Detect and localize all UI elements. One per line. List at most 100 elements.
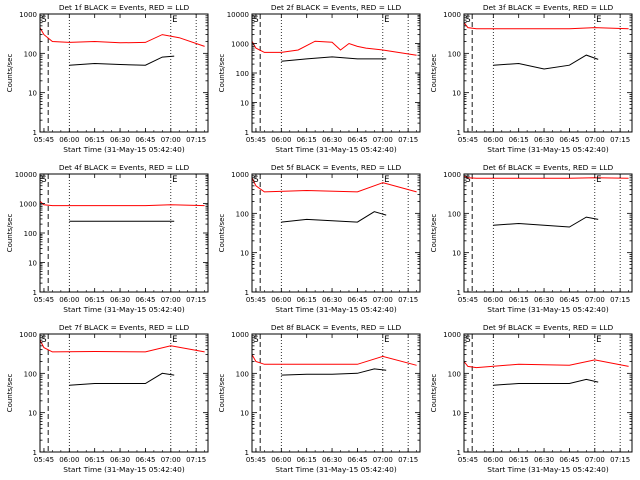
events-series-line xyxy=(493,378,599,386)
x-axis-label: Start Time (31-May-15 05:42:40) xyxy=(487,465,609,474)
x-tick-label: 07:15 xyxy=(186,136,206,144)
x-tick-label: 07:00 xyxy=(373,456,393,464)
x-tick-label: 07:00 xyxy=(585,296,605,304)
x-axis-label: Start Time (31-May-15 05:42:40) xyxy=(63,305,185,314)
y-tick-label: 1 xyxy=(33,289,37,297)
x-tick-label: 06:45 xyxy=(559,296,579,304)
detector-panel: Det 9f BLACK = Events, RED = LLD 1 10 100 10… xyxy=(430,323,633,474)
end-marker-label: E xyxy=(596,335,601,345)
x-tick-label: 06:00 xyxy=(271,456,291,464)
x-tick-label: 07:15 xyxy=(610,296,630,304)
plot-frame xyxy=(39,13,209,133)
detector-panel: Det 4f BLACK = Events, RED = LLD 1 10 100 10… xyxy=(6,163,209,314)
start-marker-label: S xyxy=(41,175,46,185)
y-tick-label: 10000 xyxy=(15,171,37,179)
y-tick-label: 100 xyxy=(236,70,249,78)
lld-series-line xyxy=(463,22,629,30)
start-marker-label: S xyxy=(253,175,258,185)
y-tick-label: 1 xyxy=(245,289,249,297)
detector-panel: Det 1f BLACK = Events, RED = LLD 1 10 100 10… xyxy=(6,3,209,154)
x-tick-label: 07:15 xyxy=(398,456,418,464)
x-tick-label: 06:30 xyxy=(322,136,342,144)
end-marker-label: E xyxy=(172,175,177,185)
y-axis-label: Counts/sec xyxy=(430,214,438,253)
y-tick-label: 100 xyxy=(24,50,37,58)
end-marker-label: E xyxy=(384,15,389,25)
y-tick-label: 1 xyxy=(245,129,249,137)
x-tick-label: 06:00 xyxy=(271,136,291,144)
y-tick-label: 100 xyxy=(236,210,249,218)
end-marker-label: E xyxy=(172,15,177,25)
events-series-line xyxy=(493,54,599,70)
events-series-line xyxy=(281,56,387,62)
x-tick-label: 07:00 xyxy=(161,456,181,464)
x-tick-label: 06:30 xyxy=(110,296,130,304)
events-series-line xyxy=(281,368,387,376)
x-axis-label: Start Time (31-May-15 05:42:40) xyxy=(63,465,185,474)
end-marker-label: E xyxy=(384,175,389,185)
x-tick-label: 06:15 xyxy=(509,136,529,144)
x-tick-label: 06:45 xyxy=(347,296,367,304)
x-tick-label: 06:45 xyxy=(559,136,579,144)
y-axis-label: Counts/sec xyxy=(430,374,438,413)
detector-panel: Det 5f BLACK = Events, RED = LLD 1 10 100 10… xyxy=(218,163,421,314)
y-tick-label: 1000 xyxy=(19,331,37,339)
start-marker-label: S xyxy=(41,15,46,25)
y-tick-label: 1000 xyxy=(19,11,37,19)
y-tick-label: 10 xyxy=(240,250,249,258)
y-tick-label: 1000 xyxy=(231,41,249,49)
x-tick-label: 06:45 xyxy=(135,296,155,304)
y-tick-label: 1 xyxy=(33,449,37,457)
x-tick-label: 06:15 xyxy=(85,456,105,464)
y-tick-label: 1000 xyxy=(19,201,37,209)
x-tick-label: 06:15 xyxy=(509,296,529,304)
panel-title: Det 2f BLACK = Events, RED = LLD xyxy=(271,3,402,12)
plot-frame xyxy=(463,333,633,453)
x-tick-label: 07:00 xyxy=(161,136,181,144)
y-tick-label: 10000 xyxy=(227,11,249,19)
x-tick-label: 05:45 xyxy=(246,296,266,304)
x-axis-label: Start Time (31-May-15 05:42:40) xyxy=(275,305,397,314)
lld-series-line xyxy=(463,175,629,179)
x-tick-label: 05:45 xyxy=(458,296,478,304)
x-tick-label: 06:15 xyxy=(297,456,317,464)
y-tick-label: 1 xyxy=(457,449,461,457)
lld-series-line xyxy=(251,40,417,56)
y-tick-label: 100 xyxy=(448,50,461,58)
end-marker-label: E xyxy=(596,175,601,185)
y-axis-label: Counts/sec xyxy=(6,54,14,93)
x-tick-label: 06:30 xyxy=(322,456,342,464)
y-tick-label: 100 xyxy=(448,210,461,218)
plot-frame xyxy=(251,13,421,133)
x-tick-label: 06:45 xyxy=(559,456,579,464)
y-tick-label: 1 xyxy=(457,129,461,137)
x-tick-label: 07:15 xyxy=(610,456,630,464)
y-tick-label: 1 xyxy=(33,129,37,137)
x-tick-label: 06:15 xyxy=(85,136,105,144)
plot-frame xyxy=(463,13,633,133)
x-tick-label: 06:45 xyxy=(135,136,155,144)
end-marker-label: E xyxy=(172,335,177,345)
x-tick-label: 07:00 xyxy=(373,136,393,144)
y-tick-label: 10 xyxy=(28,260,37,268)
events-series-line xyxy=(493,216,599,228)
x-tick-label: 06:30 xyxy=(534,136,554,144)
y-tick-label: 1000 xyxy=(443,171,461,179)
y-axis-label: Counts/sec xyxy=(218,214,226,253)
x-tick-label: 06:00 xyxy=(483,296,503,304)
x-tick-label: 06:00 xyxy=(483,136,503,144)
x-tick-label: 06:00 xyxy=(59,456,79,464)
x-tick-label: 05:45 xyxy=(34,456,54,464)
x-tick-label: 06:30 xyxy=(322,296,342,304)
y-tick-label: 100 xyxy=(448,370,461,378)
y-tick-label: 1 xyxy=(245,449,249,457)
detector-panel: Det 2f BLACK = Events, RED = LLD 1 10 100 10… xyxy=(218,3,421,154)
x-tick-label: 06:45 xyxy=(347,456,367,464)
panel-title: Det 5f BLACK = Events, RED = LLD xyxy=(271,163,402,172)
panel-title: Det 9f BLACK = Events, RED = LLD xyxy=(483,323,614,332)
panel-title: Det 8f BLACK = Events, RED = LLD xyxy=(271,323,402,332)
y-tick-label: 10 xyxy=(452,410,461,418)
x-tick-label: 06:15 xyxy=(297,136,317,144)
x-tick-label: 06:00 xyxy=(59,296,79,304)
